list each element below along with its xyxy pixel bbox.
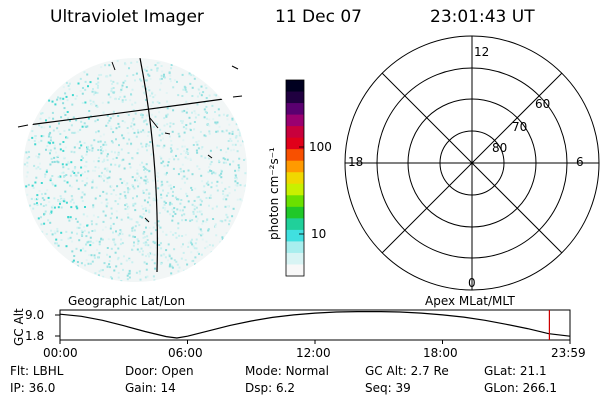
date-label: 11 Dec 07 (275, 7, 362, 27)
filter-info: Flt: LBHL (10, 364, 64, 378)
x-tick-0000: 00:00 (43, 346, 78, 360)
gc-alt-axis-label: GC Alt (12, 308, 26, 346)
colorbar-segment (286, 80, 304, 93)
colorbar-segment (286, 103, 304, 116)
glon-value: 266.1 (522, 381, 557, 395)
colorbar-segment (286, 114, 304, 127)
geo-longitude-line (139, 58, 158, 273)
time-label: 23:01:43 UT (430, 7, 535, 27)
colorbar-segment (286, 206, 304, 219)
uv-image-disk (17, 58, 247, 282)
altitude-plot (59, 310, 571, 340)
gcalt-info: GC Alt: 2.7 Re (365, 364, 449, 378)
colorbar-segment (286, 126, 304, 139)
colorbar-segment (286, 183, 304, 196)
mlt-label-18: 18 (348, 155, 364, 169)
seq-value: 39 (395, 381, 411, 395)
colorbar-segment (286, 137, 304, 150)
colorbar-segment (286, 241, 304, 254)
door-value: Open (161, 364, 194, 378)
colorbar-segment (286, 252, 304, 266)
glat-value: 21.1 (519, 364, 547, 378)
colorbar-segment (286, 160, 304, 173)
colorbar-label-100: 100 (309, 140, 332, 154)
colorbar-segment (286, 91, 304, 104)
ip-info: IP: 36.0 (10, 381, 56, 395)
colorbar-segment (286, 149, 304, 162)
geo-latitude-line (23, 95, 246, 127)
seq-info: Seq: 39 (365, 381, 411, 395)
mlat-label-80: 80 (492, 141, 508, 155)
glon-info: GLon: 266.1 (484, 381, 557, 395)
colorbar-segment (286, 229, 304, 243)
mlt-label-6: 6 (576, 155, 584, 169)
gain-info: Gain: 14 (125, 381, 176, 395)
apex-caption: Apex MLat/MLT (425, 294, 515, 308)
colorbar-label-10: 10 (311, 227, 327, 241)
mlat-label-70: 70 (512, 120, 528, 134)
gcalt-value: 2.7 Re (410, 364, 449, 378)
geographic-caption: Geographic Lat/Lon (68, 294, 186, 308)
glat-info: GLat: 21.1 (484, 364, 547, 378)
ip-value: 36.0 (28, 381, 56, 395)
dsp-info: Dsp: 6.2 (245, 381, 296, 395)
filter-value: LBHL (32, 364, 64, 378)
app-title: Ultraviolet Imager (50, 7, 204, 27)
colorbar-segment (286, 264, 304, 277)
gain-value: 14 (160, 381, 176, 395)
colorbar-segment (286, 218, 304, 231)
door-info: Door: Open (125, 364, 194, 378)
mlat-label-60: 60 (535, 97, 551, 111)
x-tick-0600: 06:00 (168, 346, 203, 360)
colorbar-unit-label: photon cm⁻²s⁻¹ (267, 147, 281, 240)
colorbar-segment (286, 195, 304, 208)
mlt-label-0: 0 (468, 276, 476, 290)
y-tick-9: 9.0 (25, 308, 45, 322)
mode-value: Normal (285, 364, 329, 378)
altitude-plot-frame (59, 309, 571, 341)
colorbar-segment (286, 172, 304, 185)
mode-info: Mode: Normal (245, 364, 329, 378)
x-tick-1200: 12:00 (296, 346, 331, 360)
x-tick-1800: 18:00 (423, 346, 458, 360)
x-tick-2359: 23:59 (551, 346, 586, 360)
polar-mlat-mlt-plot (344, 35, 600, 291)
mlt-label-12: 12 (474, 45, 490, 59)
dsp-value: 6.2 (275, 381, 296, 395)
gc-alt-line (59, 311, 571, 339)
y-tick-1-8: 1.8 (25, 329, 45, 343)
color-scale-bar (286, 80, 304, 277)
